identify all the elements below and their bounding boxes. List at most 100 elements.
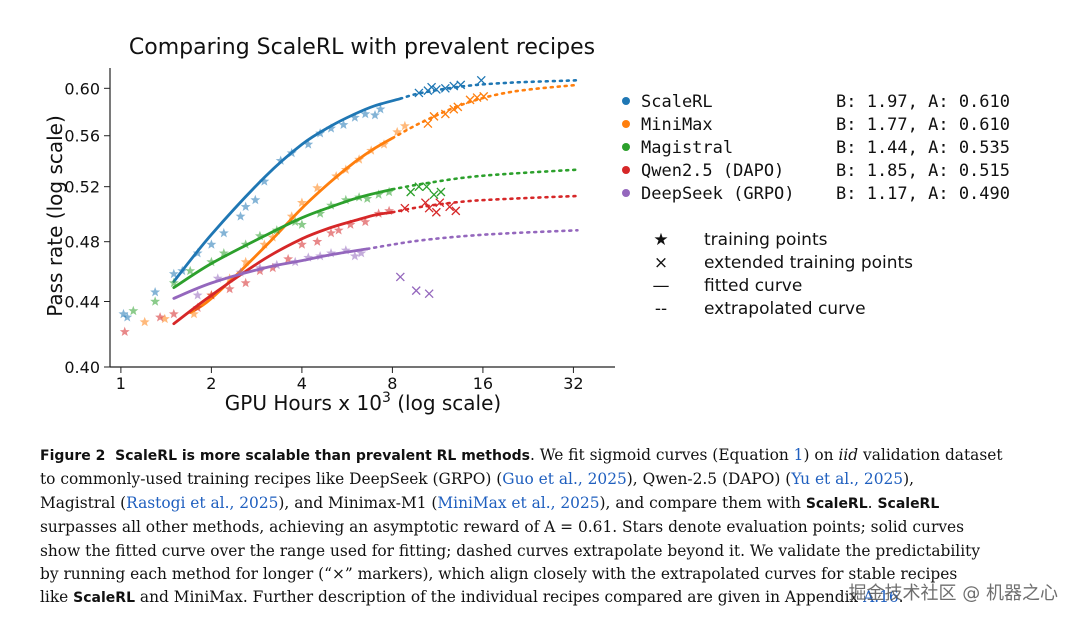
training-point-star: [345, 219, 356, 229]
legend-marker-minimax: [622, 120, 630, 128]
y-tick-label: 0.60: [64, 79, 100, 98]
training-point-star: [122, 312, 133, 322]
caption-text: ), and compare them with: [599, 493, 806, 512]
caption-text: ), Qwen-2.5 (DAPO) (: [626, 470, 792, 489]
training-point-star: [349, 112, 360, 122]
training-point-star: [218, 248, 229, 258]
training-point-star: [392, 126, 403, 137]
chart: Comparing ScaleRL with prevalent recipes…: [43, 35, 1010, 415]
training-point-star: [168, 268, 179, 279]
training-point-star: [218, 227, 229, 238]
fitted-curve: [172, 247, 369, 300]
training-point-star: [373, 189, 384, 199]
equation-ref-link[interactable]: 1: [793, 446, 804, 464]
series-minimax: [139, 83, 579, 327]
legend-label-scalerl: ScaleRL: [641, 92, 713, 112]
caption-text: Magistral (: [40, 493, 127, 512]
training-point-star: [326, 123, 336, 133]
y-tick-label: 0.44: [64, 292, 100, 311]
training-point-star: [159, 313, 170, 324]
series-magistral: [128, 168, 579, 316]
training-point-star: [155, 312, 165, 322]
extended-point-x: [406, 187, 416, 197]
figure-heading: ScaleRL is more scalable than prevalent …: [115, 448, 530, 464]
caption-line-3: Magistral (Rastogi et al., 2025), and Mi…: [40, 492, 1030, 516]
training-point-star: [168, 277, 179, 288]
caption-text: ) on: [803, 446, 839, 464]
x-tick-label: 32: [563, 374, 583, 393]
caption-text: validation dataset: [858, 446, 1003, 464]
y-tick-label: 0.56: [64, 127, 100, 146]
citation-guo-link[interactable]: Guo et al., 2025: [502, 470, 627, 489]
caption-text: ),: [903, 470, 914, 489]
training-point-star: [240, 201, 251, 211]
citation-yu-link[interactable]: Yu et al., 2025: [791, 470, 904, 489]
training-point-star: [267, 262, 278, 273]
training-point-star: [303, 252, 314, 262]
training-point-star: [206, 256, 217, 267]
chart-title: Comparing ScaleRL with prevalent recipes: [129, 35, 595, 60]
training-point-star: [340, 245, 351, 255]
x-tick-label: 8: [387, 374, 397, 393]
x-tick-label: 2: [206, 374, 216, 393]
legend-params-qwen2-5-dapo: B: 1.85, A: 0.515: [836, 161, 1010, 181]
training-point-star: [360, 108, 371, 119]
legend-label-magistral: Magistral: [641, 138, 733, 158]
citation-minimax-link[interactable]: MiniMax et al., 2025: [437, 493, 600, 512]
watermark: 掘金技术社区 @ 机器之心: [848, 583, 1058, 604]
training-point-star: [192, 290, 203, 300]
y-tick-label: 0.52: [64, 178, 100, 197]
training-point-star: [235, 211, 246, 221]
caption-text: and MiniMax. Further description of the …: [135, 588, 864, 607]
training-point-star: [360, 216, 371, 227]
training-point-star: [312, 236, 323, 246]
extended-point-x: [436, 187, 446, 197]
legend-marker-qwen2-5-dapo: [622, 166, 630, 174]
training-point-star: [312, 182, 323, 193]
training-point-star: [326, 248, 336, 258]
extrapolated-curve: [391, 168, 579, 191]
training-point-star: [118, 308, 129, 319]
fitted-curve: [172, 97, 402, 283]
training-point-star: [303, 139, 314, 149]
series-deepseek-grpo: [172, 229, 579, 300]
caption-text: .: [898, 588, 904, 607]
legend-marker-scalerl: [622, 97, 630, 105]
legend-params-minimax: B: 1.77, A: 0.610: [836, 115, 1010, 135]
training-point-star: [384, 186, 394, 197]
training-point-star: [212, 273, 223, 283]
series-scalerl: [118, 75, 579, 322]
fitted-curve: [172, 210, 394, 326]
training-point-star: [326, 227, 336, 238]
y-axis-label: Pass rate (log scale): [43, 115, 67, 317]
extended-point-x: [451, 206, 461, 216]
extended-point-x: [422, 182, 432, 192]
fitted-curve: [188, 136, 394, 314]
figure-label: Figure 2: [40, 448, 106, 464]
caption-text: like: [40, 588, 74, 607]
training-point-star: [206, 239, 217, 249]
training-point-star: [250, 194, 261, 205]
training-point-star: [399, 120, 410, 131]
citation-rastogi-link[interactable]: Rastogi et al., 2025: [126, 493, 279, 512]
legend-label-deepseek-grpo: DeepSeek (GRPO): [641, 184, 795, 204]
training-point-star: [375, 104, 386, 114]
extrapolated-curve: [391, 83, 579, 140]
extended-point-x: [411, 286, 421, 296]
legend-marker-magistral: [622, 143, 630, 151]
training-point-star: [192, 302, 203, 312]
training-point-star: [283, 253, 294, 264]
extrapolated-curve: [391, 194, 579, 214]
series-qwen2-5-dapo: [119, 194, 579, 336]
key-symbol: —: [653, 276, 670, 296]
training-point-star: [297, 197, 307, 207]
figure-caption: Figure 2 ScaleRL is more scalable than p…: [40, 444, 1030, 611]
training-point-star: [235, 267, 246, 277]
caption-line-1: Figure 2 ScaleRL is more scalable than p…: [40, 444, 1030, 468]
appendix-ref-link[interactable]: A.16: [863, 588, 899, 607]
training-point-star: [349, 251, 360, 261]
key-label: extended training points: [704, 253, 913, 273]
training-point-star: [297, 219, 307, 229]
plot-area: [118, 75, 579, 336]
training-point-star: [338, 119, 349, 129]
